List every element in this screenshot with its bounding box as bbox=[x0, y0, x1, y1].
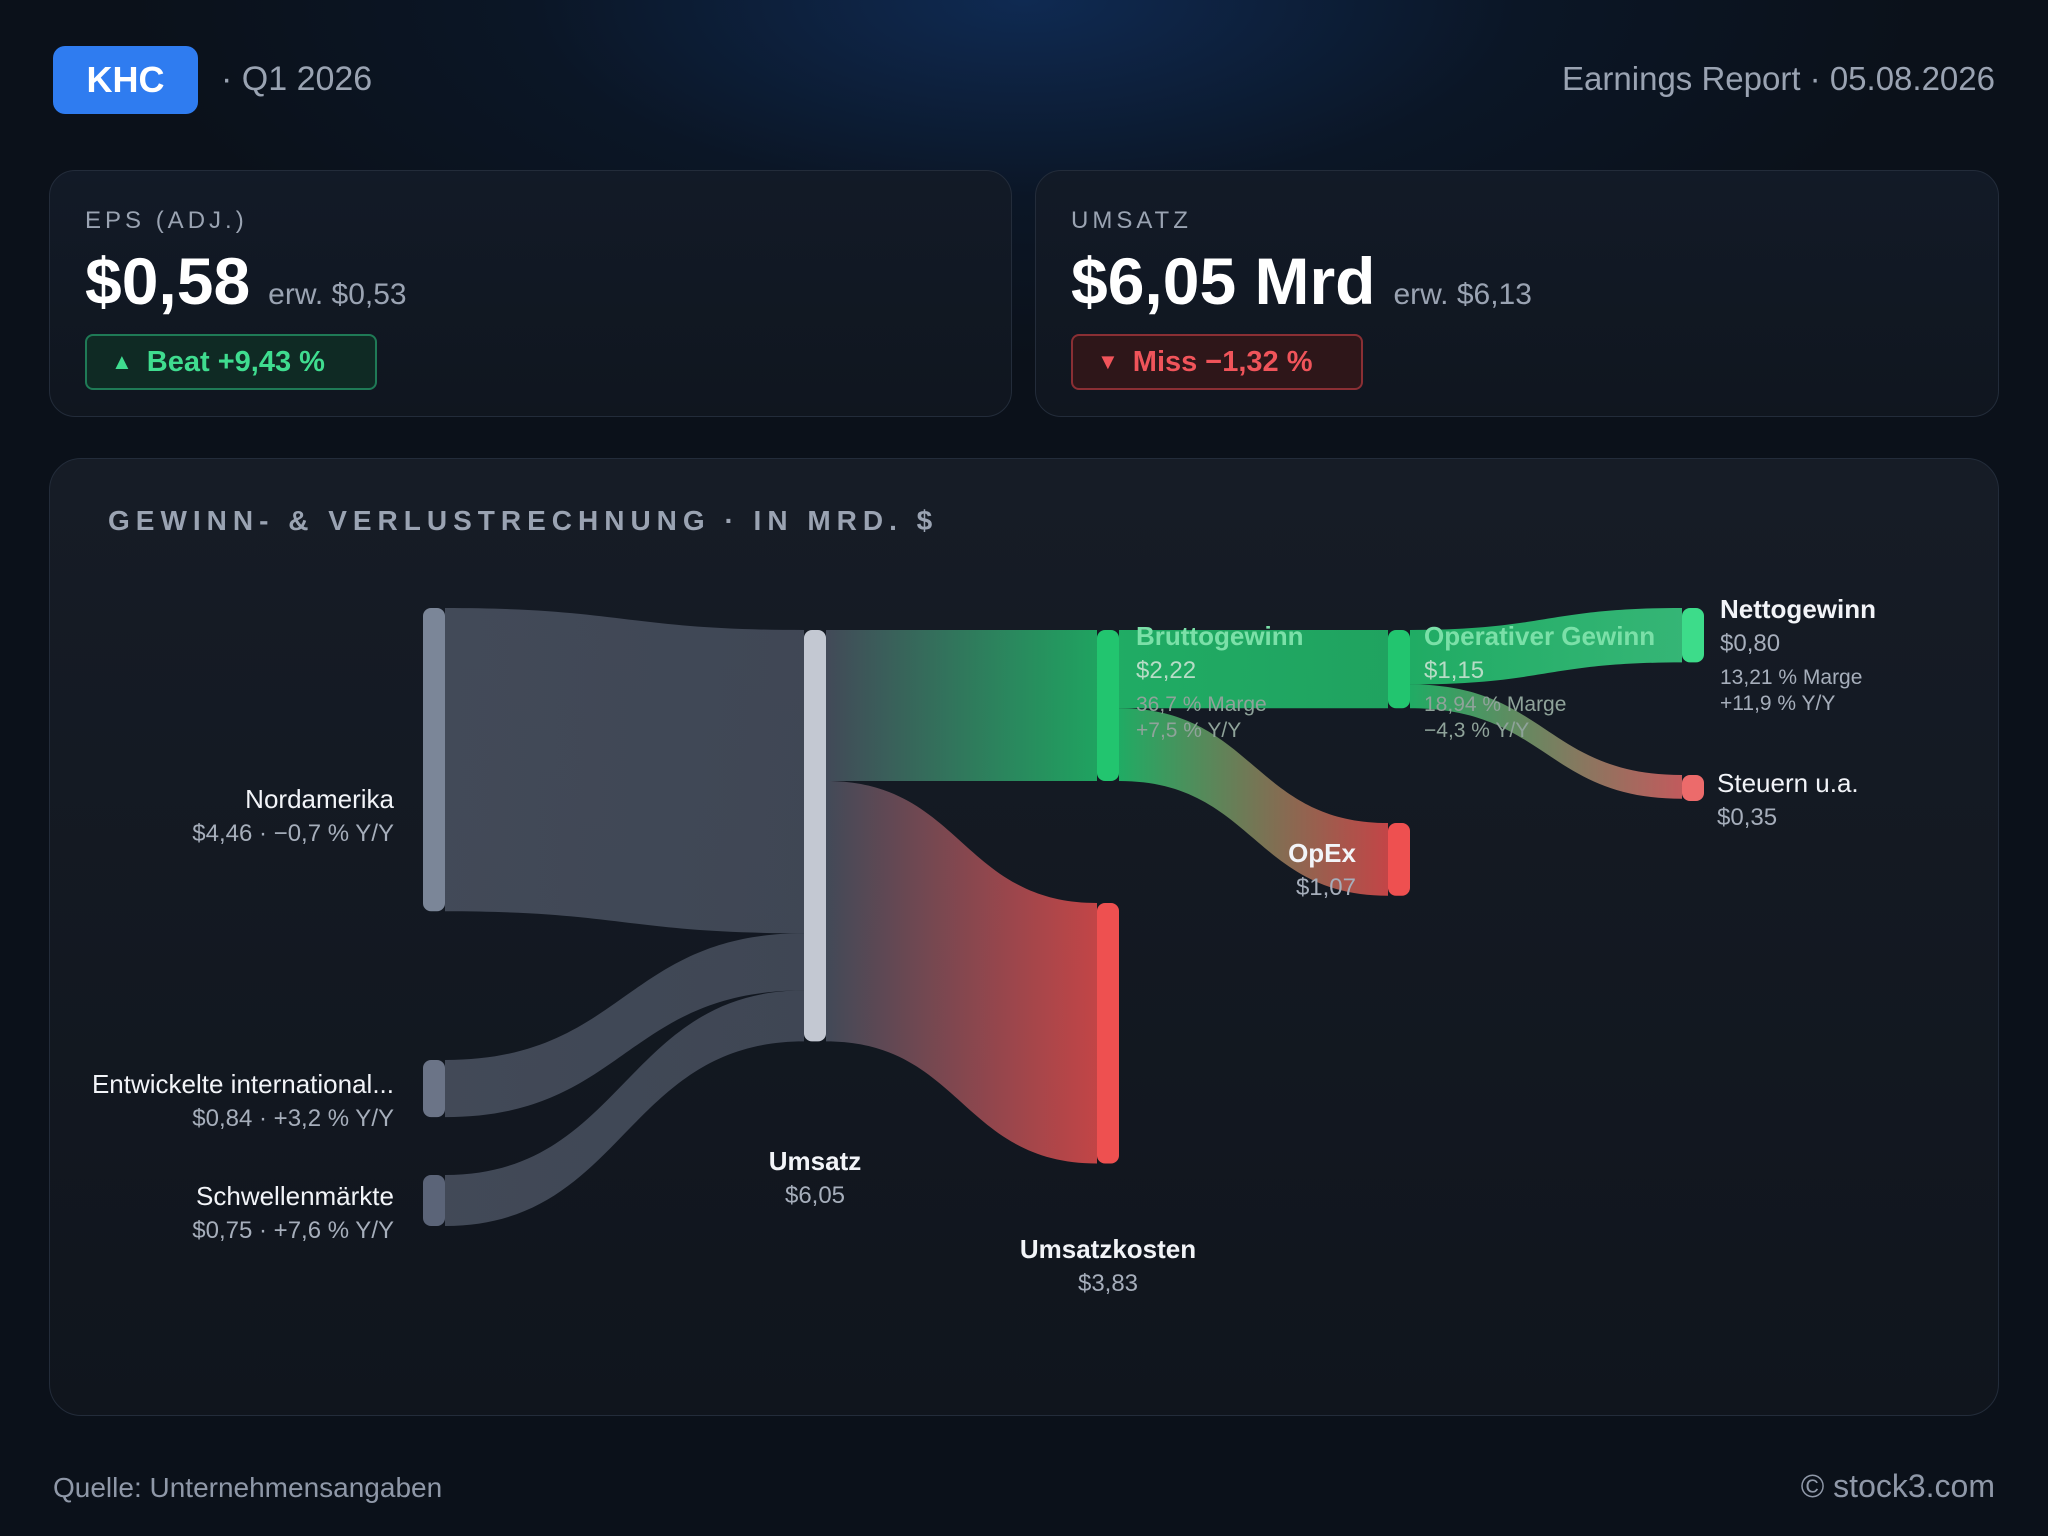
label-rev-name: Umsatz bbox=[769, 1146, 861, 1176]
eps-value-row: $0,58 erw. $0,53 bbox=[85, 243, 407, 319]
eps-label: EPS (ADJ.) bbox=[85, 207, 248, 234]
link-di-rev[interactable] bbox=[445, 933, 804, 1118]
label-na-value: $4,46 · −0,7 % Y/Y bbox=[192, 820, 394, 847]
link-op-ni[interactable] bbox=[1410, 608, 1682, 685]
label-cogs-name: Umsatzkosten bbox=[1020, 1234, 1196, 1264]
link-gp-opex[interactable] bbox=[1119, 708, 1388, 896]
label-ni-yoy: +11,9 % Y/Y bbox=[1720, 692, 1835, 715]
header: KHC · Q1 2026 Earnings Report · 05.08.20… bbox=[53, 46, 1995, 114]
link-gp-op[interactable] bbox=[1119, 630, 1388, 709]
label-ni-value: $0,80 bbox=[1720, 630, 1780, 657]
label-gp-name: Bruttogewinn bbox=[1136, 621, 1304, 651]
link-op-tax[interactable] bbox=[1410, 684, 1682, 799]
label-tax-value: $0,35 bbox=[1717, 804, 1777, 831]
revenue-value-row: $6,05 Mrd erw. $6,13 bbox=[1071, 243, 1532, 319]
revenue-label: UMSATZ bbox=[1071, 207, 1192, 234]
eps-expected: erw. $0,53 bbox=[268, 278, 407, 311]
revenue-miss-badge: ▼ Miss −1,32 % bbox=[1071, 334, 1363, 390]
label-tax-name: Steuern u.a. bbox=[1717, 768, 1859, 798]
label-gp-value: $2,22 bbox=[1136, 657, 1196, 684]
sankey-nodes bbox=[423, 608, 1704, 1226]
label-opex-name: OpEx bbox=[1288, 838, 1356, 868]
triangle-down-icon: ▼ bbox=[1097, 349, 1119, 374]
eps-value: $0,58 bbox=[85, 244, 251, 318]
eps-card: EPS (ADJ.) $0,58 erw. $0,53 ▲ Beat +9,43 … bbox=[49, 170, 1012, 417]
node-op[interactable] bbox=[1388, 630, 1410, 709]
label-em-value: $0,75 · +7,6 % Y/Y bbox=[192, 1217, 394, 1244]
label-ni-margin: 13,21 % Marge bbox=[1720, 666, 1862, 689]
node-em[interactable] bbox=[423, 1175, 445, 1226]
link-rev-cogs[interactable] bbox=[826, 780, 1097, 1164]
label-ni-name: Nettogewinn bbox=[1720, 594, 1876, 624]
revenue-card: UMSATZ $6,05 Mrd erw. $6,13 ▼ Miss −1,32 … bbox=[1035, 170, 1999, 417]
revenue-expected: erw. $6,13 bbox=[1393, 278, 1532, 311]
node-di[interactable] bbox=[423, 1060, 445, 1118]
revenue-miss-text: Miss −1,32 % bbox=[1132, 345, 1313, 378]
label-gp-margin: 36,7 % Marge bbox=[1136, 693, 1267, 716]
node-na[interactable] bbox=[423, 608, 445, 912]
sankey-links bbox=[445, 608, 1682, 1226]
label-op-margin: 18,94 % Marge bbox=[1424, 693, 1566, 716]
link-em-rev[interactable] bbox=[445, 990, 804, 1226]
node-cogs[interactable] bbox=[1097, 903, 1119, 1164]
node-opex[interactable] bbox=[1388, 823, 1410, 896]
revenue-value: $6,05 Mrd bbox=[1071, 244, 1376, 318]
quarter-label: · Q1 2026 bbox=[221, 60, 373, 98]
label-na-name: Nordamerika bbox=[245, 784, 394, 814]
node-gp[interactable] bbox=[1097, 630, 1119, 781]
label-cogs-value: $3,83 bbox=[1078, 1270, 1138, 1297]
eps-beat-text: Beat +9,43 % bbox=[146, 345, 325, 378]
node-ni[interactable] bbox=[1682, 608, 1704, 663]
eps-beat-badge: ▲ Beat +9,43 % bbox=[85, 334, 377, 390]
node-rev[interactable] bbox=[804, 630, 826, 1042]
label-di-name: Entwickelte international... bbox=[92, 1069, 394, 1099]
report-date: Earnings Report · 05.08.2026 bbox=[1562, 60, 1995, 97]
label-gp-yoy: +7,5 % Y/Y bbox=[1136, 719, 1241, 742]
label-opex-value: $1,07 bbox=[1296, 874, 1356, 901]
link-rev-gp[interactable] bbox=[826, 630, 1097, 781]
label-op-name: Operativer Gewinn bbox=[1424, 621, 1655, 651]
label-op-value: $1,15 bbox=[1424, 657, 1484, 684]
triangle-up-icon: ▲ bbox=[111, 349, 133, 374]
label-op-yoy: −4,3 % Y/Y bbox=[1424, 719, 1529, 742]
source-note: Quelle: Unternehmensangaben bbox=[53, 1472, 443, 1503]
label-di-value: $0,84 · +3,2 % Y/Y bbox=[192, 1105, 394, 1132]
label-em-name: Schwellenmärkte bbox=[196, 1181, 394, 1211]
sankey-labels: Nordamerika $4,46 · −0,7 % Y/Y Entwickelte… bbox=[92, 594, 1876, 1297]
copyright[interactable]: © stock3.com bbox=[1800, 1468, 1995, 1504]
link-na-rev[interactable] bbox=[445, 608, 804, 934]
label-rev-value: $6,05 bbox=[785, 1182, 845, 1209]
node-tax[interactable] bbox=[1682, 775, 1704, 801]
ticker-badge[interactable]: KHC bbox=[53, 46, 198, 114]
panel-title: GEWINN- & VERLUSTRECHNUNG · IN MRD. $ bbox=[108, 505, 939, 536]
